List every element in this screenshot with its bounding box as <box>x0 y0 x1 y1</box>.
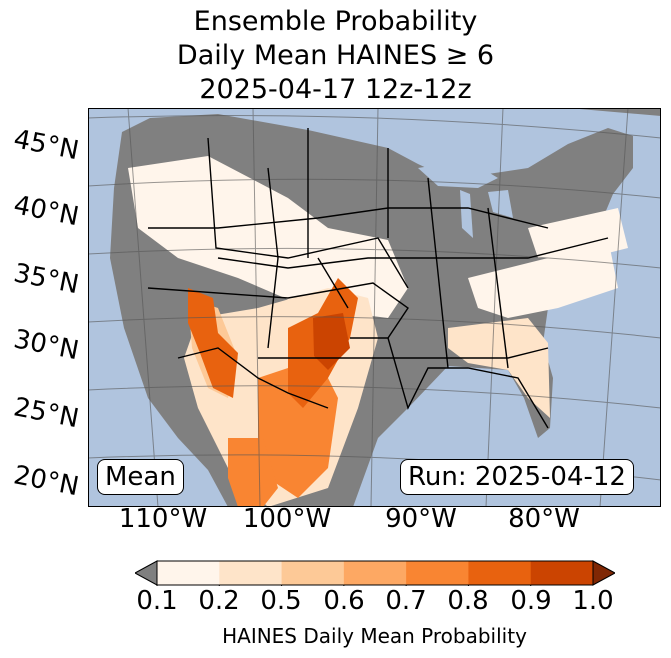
colorbar-tick-1: 0.2 <box>198 586 240 616</box>
chart-title-line-2: Daily Mean HAINES ≥ 6 <box>176 40 495 71</box>
chart-title-line-3: 2025-04-17 12z-12z <box>199 74 472 105</box>
border-line-12 <box>387 337 549 429</box>
colorbar-tick-3: 0.6 <box>323 586 365 616</box>
great-lakes-superior <box>418 160 498 188</box>
longitude-line-1 <box>252 108 261 507</box>
colorbar <box>135 560 615 586</box>
lon-label-80: 80°W <box>508 504 580 534</box>
colorbar-bin-1 <box>219 561 283 585</box>
colorbar-bin-0 <box>157 561 220 585</box>
border-line-8 <box>148 207 549 229</box>
border-line-1 <box>207 137 409 289</box>
probability-map <box>88 108 661 507</box>
lat-label-25: 25°N <box>11 392 82 435</box>
map-frame <box>88 108 661 507</box>
colorbar-bins <box>156 561 594 586</box>
border-line-5 <box>317 257 349 309</box>
probability-region-6 <box>258 358 338 498</box>
colorbar-bin-5 <box>468 561 532 585</box>
latitude-line-1 <box>88 178 661 199</box>
border-line-0 <box>147 282 409 339</box>
latitude-line-2 <box>88 247 661 269</box>
stat-badge: Mean <box>97 459 184 495</box>
probability-region-9 <box>313 313 350 370</box>
lat-label-30: 30°N <box>11 324 82 367</box>
lat-label-45: 45°N <box>11 124 82 167</box>
great-lakes-huron <box>488 190 513 218</box>
map-panel <box>88 108 661 507</box>
probability-cells <box>128 156 628 507</box>
colorbar-over-arrow <box>592 560 615 586</box>
probability-region-2 <box>448 318 550 418</box>
border-line-6 <box>427 177 449 369</box>
chart-title-line-1: Ensemble Probability <box>193 6 478 37</box>
colorbar-tick-4: 0.7 <box>385 586 427 616</box>
lat-label-40: 40°N <box>11 190 82 233</box>
colorbar-under-arrow <box>135 560 158 586</box>
border-line-9 <box>217 237 609 269</box>
colorbar-tick-5: 0.8 <box>447 586 489 616</box>
probability-region-0 <box>128 156 408 318</box>
colorbar-tick-0: 0.1 <box>136 586 178 616</box>
lat-label-35: 35°N <box>11 258 82 301</box>
border-line-4 <box>267 167 279 349</box>
colorbar-label: HAINES Daily Mean Probability <box>222 624 527 648</box>
state-borders <box>147 128 609 429</box>
colorbar-frame <box>156 560 594 586</box>
colorbar-tick-7: 1.0 <box>572 586 614 616</box>
border-line-11 <box>177 347 329 409</box>
border-line-7 <box>487 207 509 369</box>
probability-region-3 <box>528 208 628 258</box>
longitude-line-2 <box>370 108 379 507</box>
border-line-10 <box>258 347 549 359</box>
longitude-line-0 <box>127 108 159 507</box>
colorbar-bin-6 <box>530 561 594 585</box>
longitude-line-4 <box>599 108 629 507</box>
colorbar-bin-4 <box>406 561 469 585</box>
run-badge: Run: 2025-04-12 <box>400 459 634 495</box>
probability-region-7 <box>188 288 238 398</box>
lat-label-20: 20°N <box>11 460 82 503</box>
lon-label-90: 90°W <box>385 504 457 534</box>
longitude-line-3 <box>485 108 504 507</box>
colorbar-bin-2 <box>281 561 345 585</box>
great-lakes-michigan <box>460 190 473 238</box>
colorbar-tick-2: 0.5 <box>260 586 302 616</box>
latitude-line-0 <box>88 115 661 139</box>
colorbar-bin-3 <box>343 561 407 585</box>
latitude-line-4 <box>88 385 661 409</box>
lon-label-110: 110°W <box>118 504 208 534</box>
lon-label-100: 100°W <box>242 504 332 534</box>
colorbar-tick-6: 0.9 <box>510 586 552 616</box>
